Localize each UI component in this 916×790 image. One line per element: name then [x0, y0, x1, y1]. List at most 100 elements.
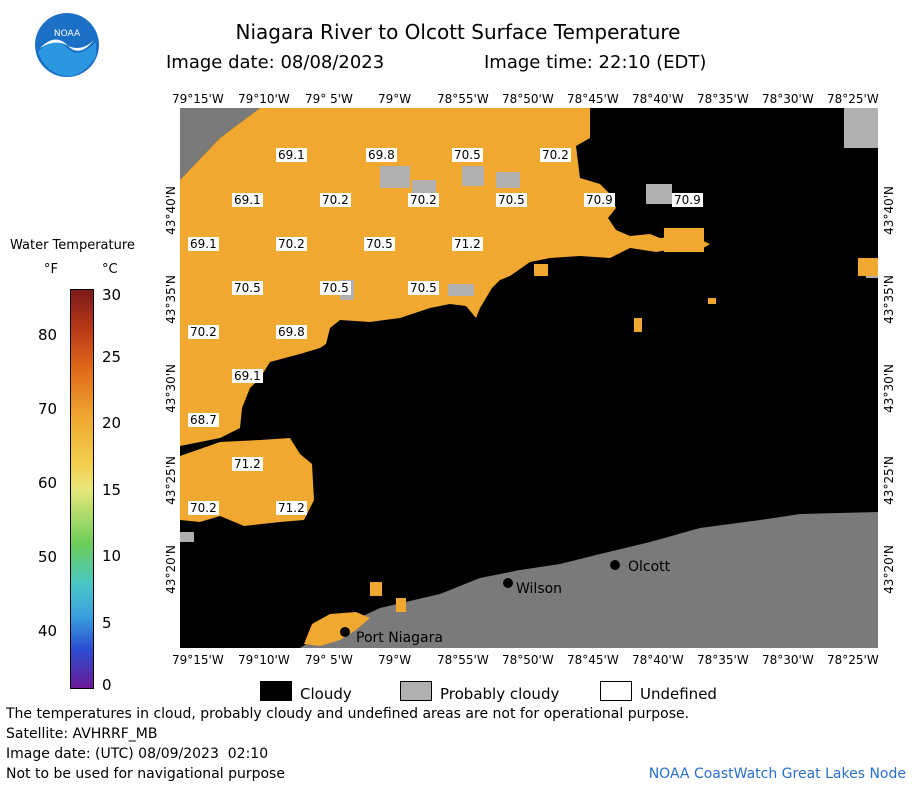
lon-label: 79°10'W [238, 653, 290, 667]
map-title: Niagara River to Olcott Surface Temperat… [235, 20, 681, 44]
lon-label: 78°25'W [827, 92, 879, 106]
temp-label: 70.5 [364, 237, 395, 251]
map-panel[interactable]: 69.1 69.8 70.5 70.2 69.1 70.2 70.2 70.5 … [180, 108, 878, 648]
lon-label: 78°45'W [567, 92, 619, 106]
place-label-olcott: Olcott [628, 559, 671, 575]
temp-label: 70.2 [188, 325, 219, 339]
temp-label: 70.5 [496, 193, 527, 207]
noaa-logo: NOAA [34, 12, 100, 78]
c-tick: 30 [102, 286, 122, 304]
water-speck [858, 258, 878, 276]
water-speck [708, 298, 716, 304]
probably-cloudy-patch [496, 172, 520, 188]
lon-label: 78°55'W [437, 92, 489, 106]
temp-label: 70.5 [320, 281, 351, 295]
lon-label: 78°35'W [697, 653, 749, 667]
probably-cloudy-patch [844, 108, 878, 148]
c-tick: 0 [102, 676, 112, 694]
temp-label: 70.5 [408, 281, 439, 295]
temp-label: 69.8 [276, 325, 307, 339]
lon-label: 79°W [378, 653, 412, 667]
lon-label: 78°40'W [632, 92, 684, 106]
f-tick: 40 [38, 622, 58, 640]
c-tick: 5 [102, 614, 112, 632]
temp-label: 70.2 [188, 501, 219, 515]
temp-label: 69.1 [232, 193, 263, 207]
f-tick: 60 [38, 474, 58, 492]
colorbar-unit-f: °F [44, 262, 58, 277]
noaa-logo-text: NOAA [54, 29, 81, 39]
lat-label: 43°20'N [164, 545, 178, 594]
place-marker-olcott[interactable] [610, 560, 620, 570]
lon-label: 79° 5'W [305, 92, 353, 106]
legend-swatch-undefined [600, 681, 632, 701]
lat-label: 43°40'N [882, 186, 896, 235]
land-nw [180, 108, 260, 180]
f-tick: 80 [38, 326, 58, 344]
legend-label-probably-cloudy: Probably cloudy [440, 685, 560, 703]
lat-label: 43°30'N [882, 364, 896, 413]
legend-label-cloudy: Cloudy [300, 685, 352, 703]
temp-label: 70.9 [584, 193, 615, 207]
colorbar-title: Water Temperature [10, 238, 135, 253]
lon-label: 78°45'W [567, 653, 619, 667]
lon-label: 79°15'W [172, 92, 224, 106]
colorbar [70, 289, 94, 689]
lat-label: 43°25'N [882, 456, 896, 505]
temp-label: 69.1 [188, 237, 219, 251]
lon-label: 78°50'W [502, 92, 554, 106]
legend-label-undefined: Undefined [640, 685, 717, 703]
c-tick: 15 [102, 481, 122, 499]
lon-label: 78°30'W [762, 92, 814, 106]
utc-date: Image date: (UTC) 08/09/2023 02:10 [6, 746, 269, 762]
lat-label: 43°40'N [164, 186, 178, 235]
water-port-niagara [304, 612, 370, 646]
temp-label: 70.5 [452, 148, 483, 162]
temp-label: 70.2 [408, 193, 439, 207]
temp-label: 71.2 [232, 457, 263, 471]
lon-label: 78°30'W [762, 653, 814, 667]
c-tick: 10 [102, 547, 122, 565]
water-speck [664, 228, 704, 252]
disclaimer: The temperatures in cloud, probably clou… [6, 706, 690, 722]
probably-cloudy-patch [380, 166, 410, 188]
image-time: Image time: 22:10 (EDT) [484, 52, 707, 73]
temp-label: 70.9 [672, 193, 703, 207]
image-date: Image date: 08/08/2023 [166, 52, 385, 73]
lon-label: 79° 5'W [305, 653, 353, 667]
lat-label: 43°35'N [164, 275, 178, 324]
legend-swatch-cloudy [260, 681, 292, 701]
place-label-wilson: Wilson [516, 581, 563, 597]
water-speck [634, 318, 642, 332]
lon-label: 78°35'W [697, 92, 749, 106]
probably-cloudy-patch [412, 180, 436, 196]
temp-label: 69.8 [366, 148, 397, 162]
temp-label: 70.2 [276, 237, 307, 251]
place-marker-port-niagara[interactable] [340, 627, 350, 637]
lon-label: 78°40'W [632, 653, 684, 667]
lon-label: 78°50'W [502, 653, 554, 667]
c-tick: 20 [102, 414, 122, 432]
temp-label: 68.7 [188, 413, 219, 427]
water-temp-region [180, 108, 710, 446]
satellite-info: Satellite: AVHRRF_MB [6, 726, 158, 742]
water-speck [370, 582, 382, 596]
lat-label: 43°30'N [164, 364, 178, 413]
place-label-port-niagara: Port Niagara [356, 630, 443, 646]
c-tick: 25 [102, 348, 122, 366]
lon-label: 79°15'W [172, 653, 224, 667]
water-speck [396, 598, 406, 612]
lon-label: 78°25'W [827, 653, 879, 667]
probably-cloudy-patch [180, 532, 194, 542]
credit-link[interactable]: NOAA CoastWatch Great Lakes Node [648, 766, 906, 782]
temp-label: 69.1 [276, 148, 307, 162]
land-south-shore [300, 512, 878, 648]
lat-label: 43°25'N [164, 456, 178, 505]
place-marker-wilson[interactable] [503, 578, 513, 588]
legend-swatch-probably-cloudy [400, 681, 432, 701]
probably-cloudy-patch [448, 284, 474, 296]
colorbar-unit-c: °C [102, 262, 118, 277]
f-tick: 70 [38, 400, 58, 418]
nav-warning: Not to be used for navigational purpose [6, 766, 285, 782]
lon-label: 79°10'W [238, 92, 290, 106]
